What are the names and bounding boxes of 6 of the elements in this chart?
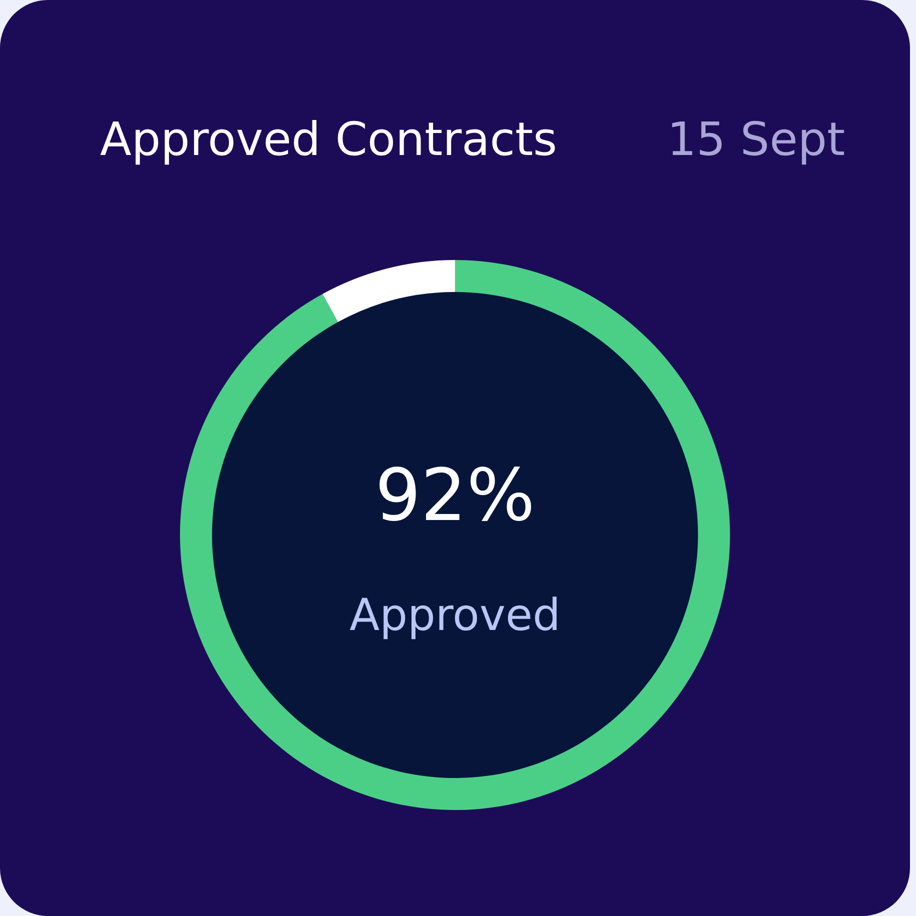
chart-subtitle: 15 Sept bbox=[667, 112, 845, 166]
data-label: 92% bbox=[374, 453, 536, 537]
chart-title: Approved Contracts bbox=[100, 112, 558, 166]
donut-slice bbox=[180, 260, 730, 810]
donut-slice bbox=[322, 260, 455, 322]
slice-label: Approved bbox=[349, 590, 561, 641]
